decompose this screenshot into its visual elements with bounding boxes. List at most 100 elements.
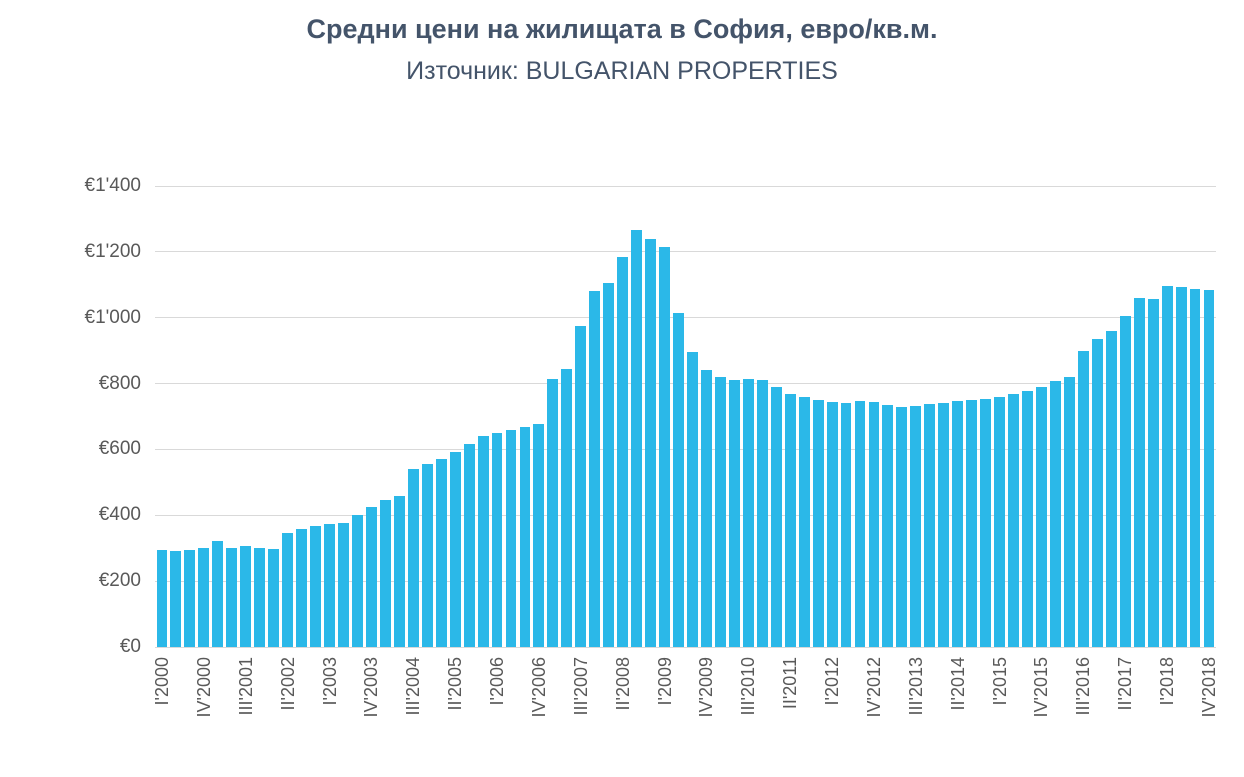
x-axis-tick-label: II'2014 [947,657,968,711]
x-axis-tick-label: III'2004 [403,657,424,716]
bar [1147,298,1159,647]
x-axis-tick-label: IV'2009 [696,657,717,718]
bar [421,463,433,647]
bar [700,370,712,647]
bar [561,368,573,647]
bar [310,525,321,647]
bar [1175,287,1187,647]
gridline [155,514,1216,516]
bar [910,405,922,647]
gridline [155,185,1216,187]
gridline [155,580,1216,582]
bar [770,386,782,647]
y-axis-tick-label: €600 [98,438,141,460]
x-axis-tick-label: I'2012 [822,657,843,706]
x-axis-tick-label: II'2011 [780,657,801,710]
bar [268,548,280,647]
bar [198,548,210,647]
bar [659,246,670,647]
x-axis-tick-label: III'2001 [235,657,256,716]
x-axis-tick-label: II'2017 [1115,657,1136,711]
bar [296,529,308,647]
bar [728,380,740,647]
x-axis-tick-label: I'2000 [151,657,172,706]
bar [882,404,894,647]
bar [393,495,405,647]
bar [1077,350,1089,647]
bar [980,398,992,647]
bar [714,376,726,647]
gridline [155,317,1216,319]
bar [407,469,419,647]
y-axis-tick-label: €1'400 [84,175,141,196]
y-axis-tick-label: €800 [98,372,141,394]
bar [994,396,1006,647]
bar [784,394,796,647]
bar [547,378,559,647]
bar [1050,380,1061,647]
x-axis-tick-label: IV'2003 [361,657,382,718]
x-axis-tick-label: II'2002 [277,657,298,711]
x-axis-tick-label: IV'2000 [193,657,214,718]
bar [519,427,531,647]
x-axis-tick-label: II'2005 [445,657,466,711]
bar [575,325,587,647]
bar [1203,290,1215,647]
bar [1189,288,1201,647]
bar [673,312,684,647]
bar [756,379,768,647]
bar [645,238,657,647]
x-axis-tick-label: III'2013 [905,657,926,716]
bar [687,352,698,647]
bar [477,436,489,647]
gridline [155,251,1216,253]
bar [952,401,964,647]
bar [1036,386,1047,647]
bar [170,550,182,647]
x-axis-tick-label: I'2015 [989,657,1010,706]
bar [240,545,252,647]
bar [365,507,377,647]
x-axis-tick-label: I'2003 [319,657,340,706]
x-axis-tick-label: I'2018 [1157,657,1178,706]
bar [966,400,978,647]
bar [812,400,824,647]
x-axis-tick-label: IV'2018 [1199,657,1220,718]
bar [840,402,852,647]
bar [505,429,517,647]
bar [1063,376,1075,647]
x-axis-tick-label: II'2008 [612,657,633,711]
bar [338,523,349,647]
bar [533,424,545,647]
bar [896,407,908,647]
bar [449,452,461,647]
x-axis-tick-label: I'2006 [487,657,508,706]
x-axis-tick-label: I'2009 [654,657,675,706]
bar [631,230,643,647]
bar [826,402,838,647]
y-axis-tick-label: €200 [98,570,141,592]
y-axis-tick-label: €400 [98,504,141,526]
x-axis-tick-label: III'2016 [1073,657,1094,716]
bar [1105,330,1117,647]
bar [868,402,880,647]
bar [351,515,363,647]
x-axis-tick-label: IV'2006 [528,657,549,718]
bar [184,549,196,647]
bar [798,397,810,647]
x-axis-tick-label: III'2007 [570,657,591,716]
bar [282,533,294,647]
bar [379,499,391,647]
bar [226,547,238,647]
bar [156,549,168,647]
bar [435,458,447,647]
bar [491,432,503,647]
bar [463,443,475,647]
bar [1161,286,1173,647]
bar [254,548,266,647]
y-axis-tick-label: €0 [119,636,141,657]
bar [603,283,615,647]
gridline [155,646,1216,648]
bar [324,524,335,647]
